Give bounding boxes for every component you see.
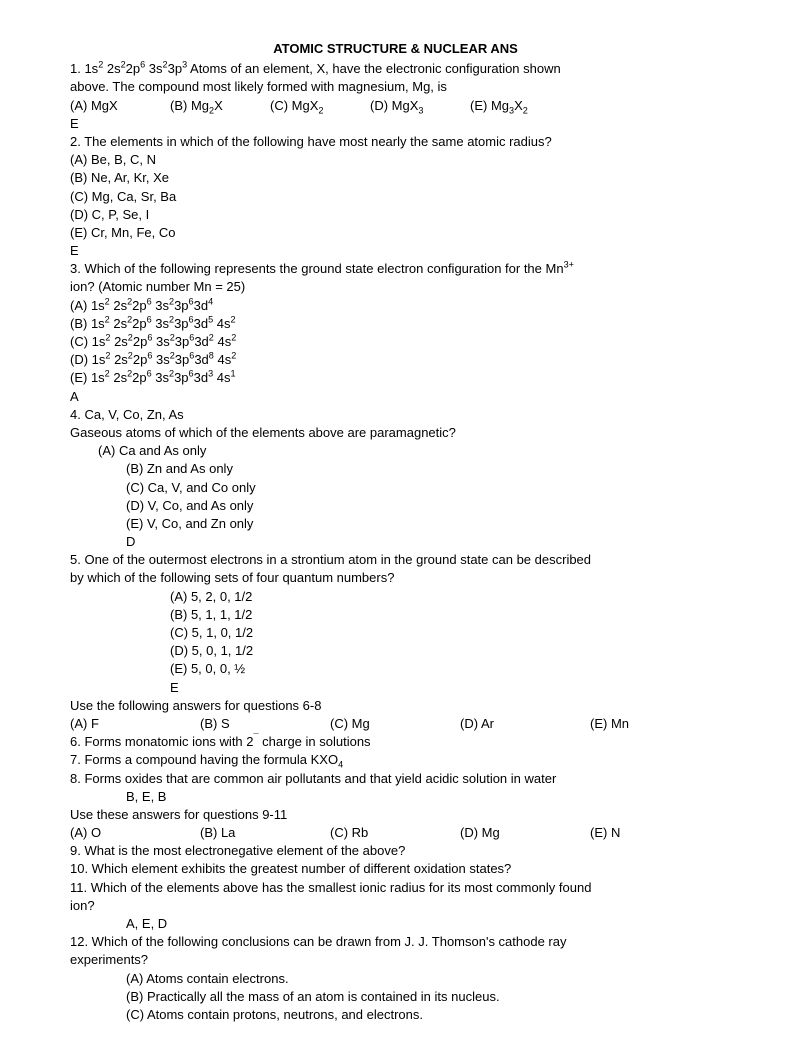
q5-stem1: 5. One of the outermost electrons in a s…: [70, 551, 721, 569]
q2-stem: 2. The elements in which of the followin…: [70, 133, 721, 151]
q11-2: ion?: [70, 897, 721, 915]
q1-line2: above. The compound most likely formed w…: [70, 78, 721, 96]
q3-d: (D) 1s2 2s22p6 3s23p63d8 4s2: [70, 351, 721, 369]
q3-a: (A) 1s2 2s22p6 3s23p63d4: [70, 297, 721, 315]
q12-stem2: experiments?: [70, 951, 721, 969]
page-title: ATOMIC STRUCTURE & NUCLEAR ANS: [70, 40, 721, 58]
q5-e: (E) 5, 0, 0, ½: [70, 660, 721, 678]
q68-header: Use the following answers for questions …: [70, 697, 721, 715]
q4-d: (D) V, Co, and As only: [70, 497, 721, 515]
q7: 7. Forms a compound having the formula K…: [70, 751, 721, 769]
q6: 6. Forms monatomic ions with 2¯ charge i…: [70, 733, 721, 751]
q911-answer: A, E, D: [70, 915, 721, 933]
q2-d: (D) C, P, Se, I: [70, 206, 721, 224]
q12-a: (A) Atoms contain electrons.: [70, 970, 721, 988]
q5-answer: E: [70, 679, 721, 697]
q68-answer: B, E, B: [70, 788, 721, 806]
q911-header: Use these answers for questions 9-11: [70, 806, 721, 824]
q3-answer: A: [70, 388, 721, 406]
q2-answer: E: [70, 242, 721, 260]
q3-stem: 3. Which of the following represents the…: [70, 260, 721, 278]
q10: 10. Which element exhibits the greatest …: [70, 860, 721, 878]
q5-d: (D) 5, 0, 1, 1/2: [70, 642, 721, 660]
q9: 9. What is the most electronegative elem…: [70, 842, 721, 860]
q1-answer: E: [70, 115, 721, 133]
q68-options: (A) F(B) S(C) Mg(D) Ar(E) Mn: [70, 715, 721, 733]
q4-e: (E) V, Co, and Zn only: [70, 515, 721, 533]
q4-c: (C) Ca, V, and Co only: [70, 479, 721, 497]
q1-line1: 1. 1s2 2s22p6 3s23p3 Atoms of an element…: [70, 60, 721, 78]
q12-b: (B) Practically all the mass of an atom …: [70, 988, 721, 1006]
q3-b: (B) 1s2 2s22p6 3s23p63d5 4s2: [70, 315, 721, 333]
q2-b: (B) Ne, Ar, Kr, Xe: [70, 169, 721, 187]
q5-stem2: by which of the following sets of four q…: [70, 569, 721, 587]
q2-c: (C) Mg, Ca, Sr, Ba: [70, 188, 721, 206]
q911-options: (A) O(B) La(C) Rb(D) Mg(E) N: [70, 824, 721, 842]
q5-a: (A) 5, 2, 0, 1/2: [70, 588, 721, 606]
q2-e: (E) Cr, Mn, Fe, Co: [70, 224, 721, 242]
q12-stem1: 12. Which of the following conclusions c…: [70, 933, 721, 951]
q2-a: (A) Be, B, C, N: [70, 151, 721, 169]
q5-b: (B) 5, 1, 1, 1/2: [70, 606, 721, 624]
q4-answer: D: [70, 533, 721, 551]
q4-stem1: 4. Ca, V, Co, Zn, As: [70, 406, 721, 424]
q12-c: (C) Atoms contain protons, neutrons, and…: [70, 1006, 721, 1024]
q3-c: (C) 1s2 2s22p6 3s23p63d2 4s2: [70, 333, 721, 351]
q3-line2: ion? (Atomic number Mn = 25): [70, 278, 721, 296]
q4-b: (B) Zn and As only: [70, 460, 721, 478]
q5-c: (C) 5, 1, 0, 1/2: [70, 624, 721, 642]
q11-1: 11. Which of the elements above has the …: [70, 879, 721, 897]
q1-options: (A) MgX(B) Mg2X(C) MgX2(D) MgX3(E) Mg3X2: [70, 97, 721, 115]
q8: 8. Forms oxides that are common air poll…: [70, 770, 721, 788]
q4-a: (A) Ca and As only: [70, 442, 721, 460]
q4-stem2: Gaseous atoms of which of the elements a…: [70, 424, 721, 442]
q3-e: (E) 1s2 2s22p6 3s23p63d3 4s1: [70, 369, 721, 387]
